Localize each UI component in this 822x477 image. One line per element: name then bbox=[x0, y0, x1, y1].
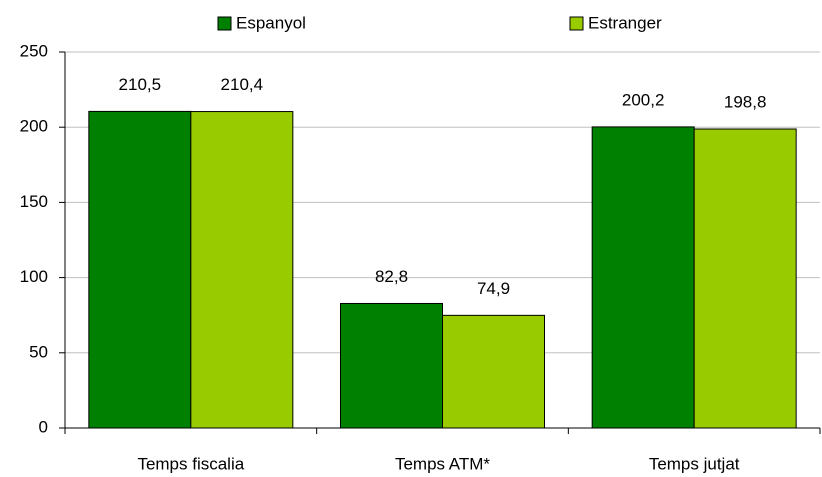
value-label: 82,8 bbox=[375, 267, 408, 286]
y-tick-label: 250 bbox=[20, 41, 48, 60]
value-label: 210,5 bbox=[119, 75, 162, 94]
value-label: 200,2 bbox=[622, 90, 665, 109]
y-tick-label: 200 bbox=[20, 117, 48, 136]
legend-swatch bbox=[569, 16, 584, 31]
legend-label: Estranger bbox=[588, 13, 662, 32]
legend-label: Espanyol bbox=[236, 13, 306, 32]
y-tick-label: 100 bbox=[20, 267, 48, 286]
value-label: 210,4 bbox=[221, 75, 264, 94]
value-label: 74,9 bbox=[477, 279, 510, 298]
y-tick-label: 50 bbox=[29, 342, 48, 361]
y-tick-label: 150 bbox=[20, 192, 48, 211]
legend-swatch bbox=[217, 16, 232, 31]
x-tick-label: Temps fiscalia bbox=[137, 454, 244, 473]
bar bbox=[442, 314, 545, 429]
y-tick-label: 0 bbox=[39, 417, 48, 436]
bar bbox=[340, 302, 443, 429]
x-tick-label: Temps ATM* bbox=[395, 454, 490, 473]
bar bbox=[190, 111, 294, 429]
bar bbox=[88, 110, 192, 429]
value-label: 198,8 bbox=[724, 92, 767, 111]
bar bbox=[693, 128, 797, 429]
bar bbox=[591, 126, 695, 429]
x-tick-label: Temps jutjat bbox=[649, 454, 740, 473]
